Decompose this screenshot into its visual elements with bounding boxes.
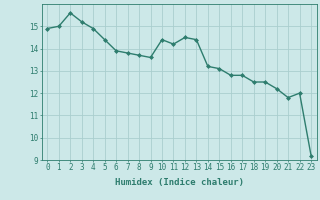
X-axis label: Humidex (Indice chaleur): Humidex (Indice chaleur) bbox=[115, 178, 244, 187]
